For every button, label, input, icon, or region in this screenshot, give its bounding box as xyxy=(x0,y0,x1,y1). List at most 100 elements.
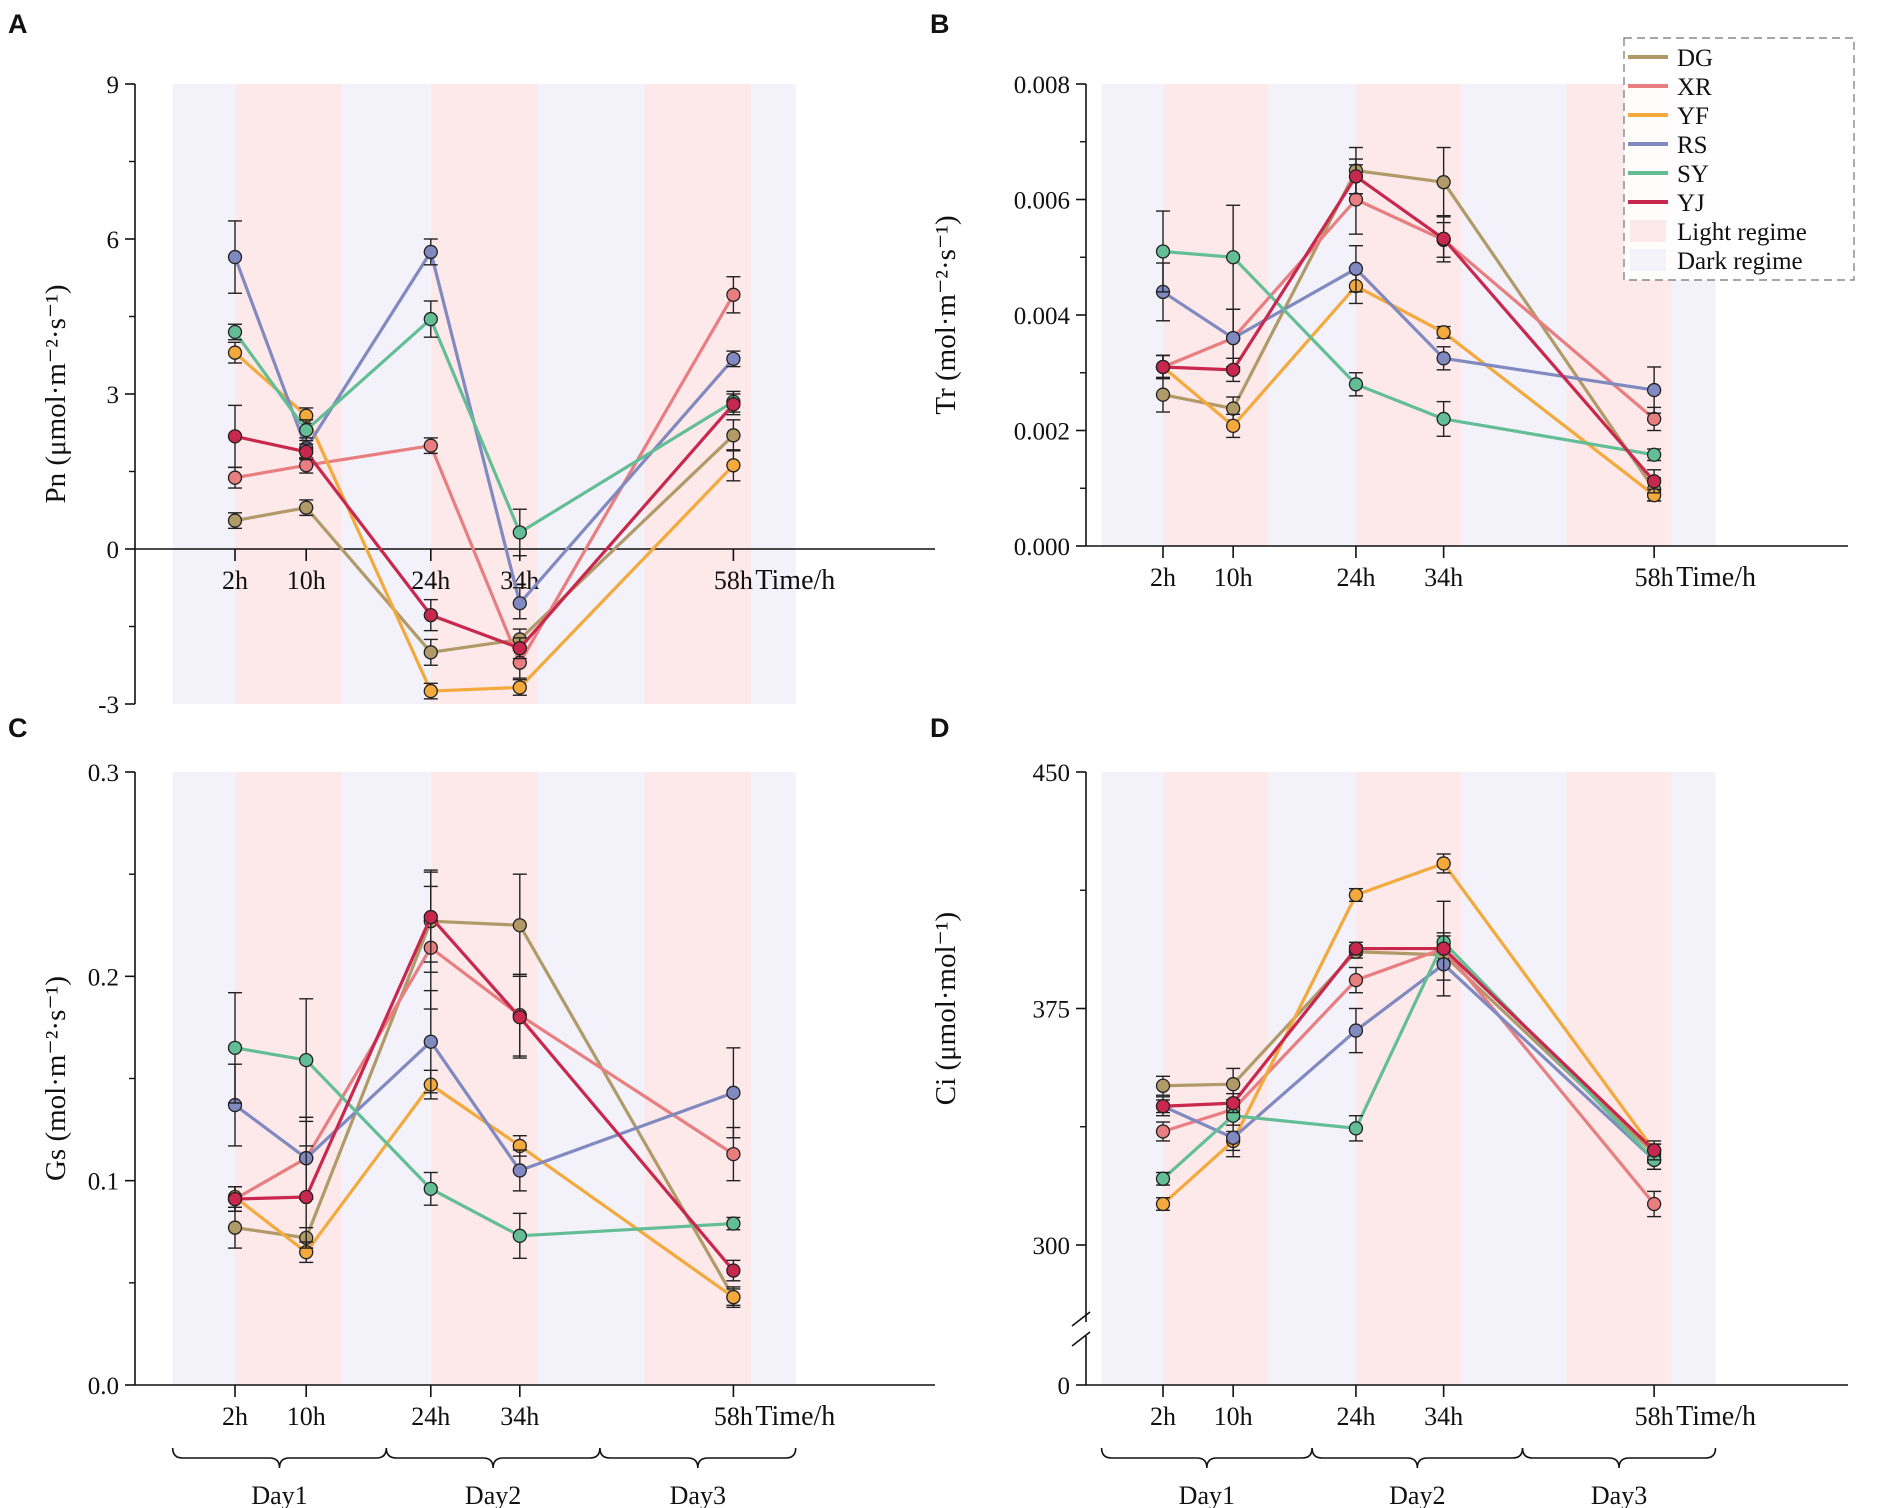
legend-label-yj: YJ xyxy=(1677,190,1705,217)
panel-d-dark-regime-band xyxy=(1101,772,1163,1385)
panel-d-dark-regime-band xyxy=(1268,772,1356,1385)
panel-b-y-tick-label: 0.006 xyxy=(1014,188,1070,215)
panel-a-series-rs-point xyxy=(227,249,243,265)
panel-c-series-sy-point xyxy=(299,1052,314,1068)
legend-label-sy: SY xyxy=(1677,161,1709,188)
panel-c-x-axis-title: Time/h xyxy=(755,1401,835,1432)
panel-d-series-xr-point xyxy=(1646,1196,1662,1212)
panel-c-y-tick-label: 0.0 xyxy=(88,1373,119,1400)
panel-a-series-rs-point xyxy=(423,244,438,260)
panel-d-series-dg-point xyxy=(1226,1077,1241,1092)
panel-c-dark-regime-band xyxy=(751,772,796,1385)
panel-d-series-yf-point xyxy=(1155,1196,1171,1212)
panel-a-x-axis-title: Time/h xyxy=(755,565,835,596)
panel-b-series-sy-point xyxy=(1646,447,1662,462)
panel-a-y-tick-label: 3 xyxy=(107,382,120,409)
panel-b-dark-regime-band xyxy=(1461,84,1567,546)
panel-d-y-tick-label: 300 xyxy=(1033,1233,1071,1260)
panel-a-series-rs-point xyxy=(512,596,527,611)
panel-a-light-regime-band xyxy=(235,84,342,704)
panel-a-series-xr-point xyxy=(726,287,741,302)
panel-a-series-sy-point xyxy=(227,324,243,340)
panel-a-series-xr-point xyxy=(423,438,438,453)
legend-label-dg: DG xyxy=(1677,45,1713,72)
panel-b-x-axis-title: Time/h xyxy=(1676,562,1756,593)
panel-d-light-regime-band xyxy=(1355,772,1462,1385)
panel-c-series-yj-point xyxy=(512,1010,527,1025)
legend-label-yf: YF xyxy=(1677,103,1709,130)
panel-d-axis-break-gap xyxy=(1078,1322,1094,1336)
panel-c-x-tick-label: 24h xyxy=(411,1402,450,1431)
panel-a-series-rs-point xyxy=(726,351,741,367)
panel-b-y-tick-label: 0.002 xyxy=(1014,419,1070,446)
day-brackets: Day1 Day2 Day3 Day1 Day2 Day3 xyxy=(171,1447,1717,1508)
panel-d-series-yj-point xyxy=(1155,1099,1171,1114)
panel-d-day-bracket xyxy=(1521,1447,1717,1469)
panel-c-day-label: Day3 xyxy=(670,1481,726,1508)
panel-a-series-xr-point xyxy=(227,470,243,485)
panel-b-y-axis-title: Tr (mol·m⁻²·s⁻¹) xyxy=(930,215,962,414)
panel-c-x-tick-label: 2h xyxy=(222,1402,248,1431)
panel-c-day-bracket xyxy=(599,1447,797,1469)
panel-d-series-xr-point xyxy=(1348,972,1364,988)
panel-a-series-yj-point xyxy=(726,397,741,412)
panel-d-light-regime-band xyxy=(1566,772,1672,1385)
panel-c-group: 0.0 0.1 0.2 0.3 Gs (mol·m⁻²·s⁻¹) 2h 10h 24h 34h 5… xyxy=(8,713,935,1432)
panel-c-day-bracket xyxy=(385,1447,601,1469)
panel-a-y-tick-label: 0 xyxy=(107,537,120,564)
panel-b-series-sy-point xyxy=(1436,411,1451,427)
panel-a-series-sy-point xyxy=(423,311,438,327)
panel-d-y-tick-label: 450 xyxy=(1033,760,1071,787)
panel-c-series-dg-point xyxy=(512,918,527,933)
legend-swatch-light-regime xyxy=(1630,220,1666,242)
panel-b-series-rs-point xyxy=(1436,351,1451,366)
panel-b-x-tick-label: 10h xyxy=(1214,563,1253,592)
panel-a-dark-regime-band xyxy=(751,84,796,704)
panel-d-axis-break-mark xyxy=(1071,1331,1091,1347)
panel-c-series-rs-point xyxy=(423,1034,438,1049)
panel-b-series-yj-point xyxy=(1155,359,1171,375)
panel-b-series-sy-point xyxy=(1226,250,1241,265)
panel-c-series-sy-point xyxy=(227,1040,243,1055)
panel-c-day-bracket xyxy=(171,1447,388,1469)
panel-d-series-dg-point xyxy=(1155,1078,1171,1093)
panel-d-y-axis-title: Ci (μmol·mol⁻¹) xyxy=(930,912,962,1105)
panel-c-series-sy-point xyxy=(423,1181,438,1196)
legend-label-light-regime: Light regime xyxy=(1677,219,1807,246)
panel-d-day-bracket xyxy=(1311,1447,1524,1469)
panel-c-x-tick-label: 34h xyxy=(500,1402,539,1431)
panel-a-series-yj-point xyxy=(299,444,314,460)
panel-d-series-rs-point xyxy=(1226,1130,1241,1145)
panel-a-series-xr-point xyxy=(299,458,314,473)
panel-a-y-tick-label: 6 xyxy=(107,227,120,254)
panel-b-series-dg-point xyxy=(1436,175,1451,190)
panel-c-x-tick-label: 10h xyxy=(287,1402,326,1431)
panel-b-series-yf-point xyxy=(1226,418,1241,434)
panel-a-y-tick-label: -3 xyxy=(98,692,119,719)
panel-b-series-sy-point xyxy=(1155,244,1171,259)
panel-c-x-tick-label: 58h xyxy=(714,1402,753,1431)
panel-b-series-rs-point xyxy=(1646,382,1662,398)
panel-b-series-xr-point xyxy=(1646,411,1662,427)
panel-d-series-yf-point xyxy=(1436,856,1451,871)
panel-b-light-regime-band xyxy=(1163,84,1269,546)
panel-a-series-dg-point xyxy=(299,500,314,515)
panel-b-x-tick-label: 24h xyxy=(1336,563,1375,592)
panel-c-series-dg-point xyxy=(227,1220,243,1235)
panel-d-dark-regime-band xyxy=(1671,772,1716,1385)
panel-b-dark-regime-band xyxy=(1101,84,1163,546)
panel-a-series-dg-point xyxy=(227,513,243,528)
panel-b-series-yj-point xyxy=(1646,474,1662,489)
panel-c-series-xr-point xyxy=(726,1146,741,1162)
panel-a-series-sy-point xyxy=(299,423,314,438)
panel-c-day-label: Day2 xyxy=(465,1481,521,1508)
panel-b-series-yf-point xyxy=(1436,325,1451,340)
panel-d-x-tick-label: 58h xyxy=(1635,1402,1674,1431)
legend-label-dark-regime: Dark regime xyxy=(1677,248,1803,275)
panel-a-series-yj-point xyxy=(423,607,438,623)
panel-c-series-rs-point xyxy=(512,1163,527,1178)
panel-a-y-tick-label: 9 xyxy=(107,72,120,99)
